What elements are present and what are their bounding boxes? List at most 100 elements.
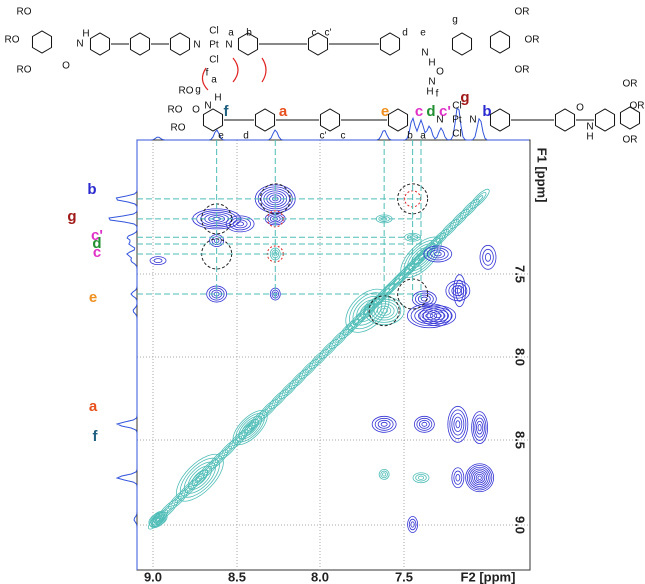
x-tick-label: 9.0 — [144, 569, 162, 584]
contour — [388, 268, 411, 290]
ring — [379, 32, 401, 56]
contour — [426, 309, 449, 323]
contour — [403, 240, 439, 275]
contour — [305, 365, 313, 373]
contour — [315, 355, 323, 363]
structure-label: N — [436, 115, 443, 126]
structure-label: O — [62, 61, 70, 72]
structure-label: N — [225, 40, 232, 51]
contour — [380, 421, 388, 427]
structure-label: e — [218, 131, 224, 142]
contour — [246, 424, 254, 431]
contour — [174, 495, 182, 504]
peak-label: d — [426, 103, 435, 120]
contour — [393, 252, 426, 286]
projection-left — [108, 140, 138, 570]
contour — [179, 457, 220, 498]
contour — [271, 392, 286, 407]
structure-label: b — [407, 131, 413, 142]
structure-label: c — [341, 131, 346, 142]
contour — [208, 449, 229, 470]
ring — [254, 108, 276, 132]
contour — [453, 416, 463, 432]
x-tick-label: 8.5 — [228, 569, 246, 584]
structure-label: OR — [515, 7, 530, 18]
x-tick-label: 8.0 — [311, 569, 329, 584]
contour — [421, 421, 428, 427]
contour — [383, 262, 416, 296]
structure-label: f — [206, 68, 209, 79]
contour — [238, 419, 259, 440]
contour — [328, 329, 349, 350]
contour — [198, 459, 219, 480]
contour — [373, 303, 395, 319]
contour — [455, 420, 461, 429]
contour — [473, 472, 486, 484]
structure-label: b — [246, 28, 252, 39]
contour — [410, 305, 449, 327]
contour — [472, 414, 487, 441]
structure-label: RO — [17, 65, 32, 76]
contour — [447, 405, 469, 443]
contour — [183, 461, 216, 494]
ring — [619, 106, 641, 130]
contour — [380, 470, 388, 479]
contour — [462, 202, 477, 216]
contour — [452, 212, 467, 226]
ring — [169, 32, 191, 56]
ring — [89, 32, 111, 56]
contour — [470, 468, 489, 487]
contour — [153, 258, 163, 264]
contour — [475, 473, 484, 482]
ring — [451, 32, 473, 56]
contour — [191, 472, 206, 487]
y-tick-label: 7.5 — [513, 265, 528, 283]
structure-label: Cl — [452, 129, 461, 140]
contour — [465, 463, 495, 493]
contour — [156, 517, 160, 522]
structure-label: a — [420, 131, 426, 142]
contour — [415, 474, 427, 482]
structure-label: RO — [5, 35, 20, 46]
contour — [211, 452, 226, 467]
contour — [417, 294, 431, 304]
contour — [411, 290, 437, 308]
structure-label: f — [436, 89, 439, 100]
contour — [150, 513, 166, 526]
ring — [387, 108, 409, 132]
contour — [382, 472, 387, 477]
contour — [482, 248, 494, 266]
contour — [224, 445, 232, 453]
structure-label: H — [586, 132, 593, 143]
contour — [484, 252, 492, 262]
contour — [476, 195, 484, 203]
contour — [158, 499, 179, 520]
contour — [455, 474, 461, 482]
contour — [459, 198, 480, 219]
structure-label: OR — [525, 35, 540, 46]
contour — [251, 412, 266, 427]
contour — [471, 411, 489, 445]
contour — [418, 419, 430, 429]
contour — [453, 274, 466, 308]
peak-label: a — [279, 103, 288, 120]
peak-label: a — [89, 398, 98, 415]
peak-label: e — [89, 289, 97, 306]
x-tick-label: 7.5 — [395, 569, 413, 584]
contour — [275, 395, 283, 403]
structure-label: c — [312, 28, 317, 39]
y-tick-label: 8.0 — [513, 348, 528, 366]
noe-arrow — [201, 67, 209, 91]
contour — [332, 332, 346, 346]
structure-label: H — [214, 93, 221, 104]
y-axis-label: F1 [ppm] — [535, 148, 550, 203]
contour — [285, 385, 293, 393]
contour — [413, 415, 435, 433]
contour — [410, 246, 432, 268]
contour — [228, 429, 249, 450]
x-axis-label: F2 [ppm] — [461, 569, 516, 584]
structure-label: d — [243, 131, 249, 142]
contour — [148, 511, 168, 528]
contour — [229, 217, 252, 231]
